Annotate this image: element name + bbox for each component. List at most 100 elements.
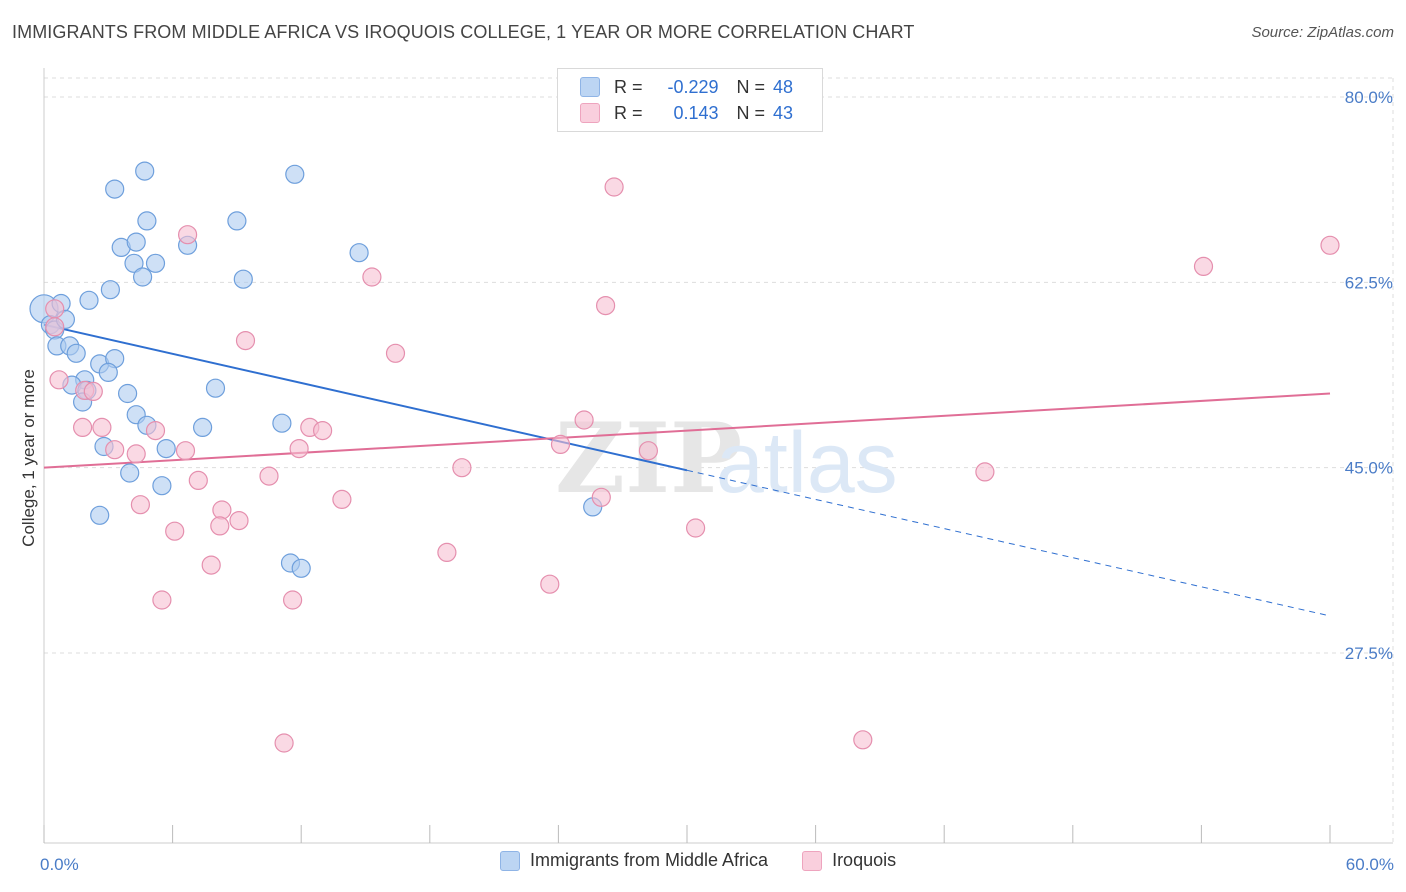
data-points: [29, 161, 1340, 753]
middle-africa-point: [105, 179, 125, 199]
legend-item-iroquois: Iroquois: [802, 850, 896, 871]
x-tick-label: 0.0%: [40, 855, 79, 874]
iroquois-point: [229, 510, 249, 531]
watermark: ZIP atlas: [555, 402, 898, 515]
legend-row-blue: R = -0.229 N = 48: [580, 74, 793, 100]
middle-africa-point: [100, 280, 121, 300]
legend-n-value: 48: [773, 76, 794, 97]
iroquois-point: [235, 331, 256, 351]
y-tick-label: 62.5%: [1345, 273, 1393, 292]
x-tick-label: 60.0%: [1346, 855, 1394, 874]
middle-africa-trend-extension: [686, 469, 1331, 617]
trend-lines: [43, 323, 1331, 617]
middle-africa-point: [117, 383, 138, 404]
iroquois-point: [212, 500, 232, 520]
iroquois-trend-line: [43, 392, 1331, 469]
legend-r-value: -0.229: [667, 76, 719, 97]
middle-africa-point: [90, 505, 110, 525]
iroquois-point: [45, 317, 65, 337]
legend-n-value: 43: [773, 102, 794, 123]
iroquois-point: [437, 542, 457, 563]
iroquois-point: [638, 441, 659, 461]
middle-africa-point: [233, 269, 253, 289]
middle-africa-point: [133, 267, 153, 287]
middle-africa-point: [120, 463, 140, 483]
legend-swatch-blue: [500, 850, 520, 871]
iroquois-point: [130, 495, 150, 515]
legend-r-value: 0.143: [673, 102, 719, 123]
iroquois-point: [385, 343, 406, 363]
legend-swatch-pink: [802, 850, 823, 871]
axis-labels: 27.5% 45.0% 62.5% 80.0% 0.0% 60.0% College, 1 …: [19, 88, 1394, 874]
middle-africa-point: [126, 232, 146, 252]
legend-r-label: R =: [614, 102, 643, 123]
legend-r-label: R =: [614, 76, 643, 97]
middle-africa-point: [193, 417, 213, 437]
middle-africa-point: [156, 439, 176, 459]
axes: [43, 68, 1393, 844]
iroquois-point: [188, 470, 208, 490]
iroquois-point: [452, 458, 472, 478]
middle-africa-point: [124, 253, 144, 273]
iroquois-point: [1193, 256, 1214, 276]
chart-title: IMMIGRANTS FROM MIDDLE AFRICA VS IROQUOI…: [12, 22, 915, 42]
iroquois-point: [175, 441, 196, 461]
middle-africa-point: [227, 211, 247, 231]
iroquois-point: [83, 381, 103, 401]
iroquois-point: [165, 521, 185, 541]
iroquois-point: [283, 590, 303, 610]
legend-label-iroquois: Iroquois: [832, 850, 897, 870]
iroquois-point: [259, 466, 279, 486]
middle-africa-point: [272, 413, 292, 433]
iroquois-point: [126, 444, 146, 464]
iroquois-point: [289, 439, 309, 459]
middle-africa-point: [285, 164, 305, 184]
y-axis-label: College, 1 year or more: [19, 369, 38, 547]
iroquois-point: [591, 487, 611, 507]
middle-africa-point: [79, 290, 99, 310]
middle-africa-point: [66, 343, 86, 363]
iroquois-point: [595, 296, 616, 316]
iroquois-point: [853, 730, 873, 750]
iroquois-point: [332, 489, 352, 509]
iroquois-point: [45, 299, 65, 319]
iroquois-point: [274, 733, 294, 753]
y-tick-label: 80.0%: [1345, 88, 1393, 107]
iroquois-point: [685, 518, 706, 538]
source-label: Source: ZipAtlas.com: [1251, 24, 1394, 41]
middle-africa-point: [145, 253, 166, 273]
iroquois-point: [72, 417, 93, 437]
iroquois-point: [210, 516, 230, 536]
legend-n-label: N =: [736, 76, 766, 97]
iroquois-point: [201, 555, 221, 575]
middle-africa-point: [291, 558, 311, 578]
correlation-legend: R = -0.229 N = 48 R = 0.143 N = 43: [557, 68, 823, 132]
middle-africa-point: [205, 378, 226, 398]
iroquois-point: [92, 417, 112, 437]
iroquois-point: [313, 421, 333, 441]
legend-swatch-pink: [580, 103, 600, 123]
iroquois-point: [574, 410, 594, 430]
middle-africa-point: [135, 161, 155, 181]
legend-item-middle-africa: Immigrants from Middle Africa: [500, 850, 768, 871]
legend-swatch-blue: [580, 77, 600, 97]
series-legend: Immigrants from Middle Africa Iroquois: [500, 850, 930, 871]
legend-label-middle-africa: Immigrants from Middle Africa: [530, 850, 769, 870]
middle-africa-point: [152, 476, 172, 496]
middle-africa-point: [349, 243, 369, 263]
iroquois-point: [49, 370, 69, 390]
watermark-atlas: atlas: [716, 415, 898, 511]
iroquois-point: [604, 177, 624, 197]
iroquois-point: [362, 267, 382, 287]
middle-africa-trend-line: [43, 323, 688, 472]
iroquois-point: [178, 225, 198, 245]
middle-africa-point: [98, 362, 118, 382]
iroquois-point: [152, 590, 172, 610]
iroquois-point: [145, 421, 166, 441]
iroquois-point: [1320, 235, 1340, 255]
legend-n-label: N =: [736, 102, 766, 123]
iroquois-point: [540, 574, 560, 594]
y-tick-label: 27.5%: [1345, 644, 1393, 663]
y-tick-label: 45.0%: [1345, 459, 1393, 478]
